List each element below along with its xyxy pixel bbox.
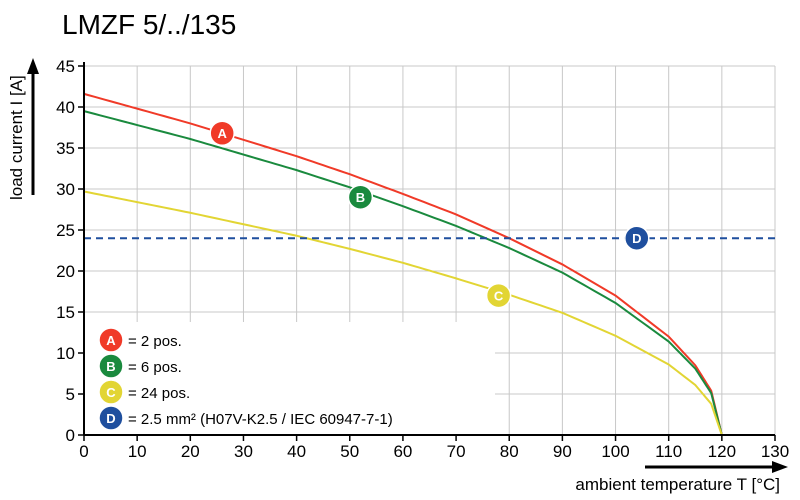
- marker-letter: A: [218, 126, 228, 141]
- legend-marker-B: B: [98, 353, 124, 379]
- y-tick-label: 40: [56, 98, 75, 117]
- x-tick-label: 80: [500, 442, 519, 461]
- marker-circle: [485, 282, 512, 309]
- legend-background: [85, 322, 495, 434]
- marker-circle: [98, 353, 124, 379]
- x-tick-label: 120: [708, 442, 736, 461]
- x-tick-label: 40: [287, 442, 306, 461]
- series-group: [83, 92, 775, 436]
- x-tick-label: 30: [234, 442, 253, 461]
- legend: A = 2 pos. B = 6 pos. C = 24 pos. D = 2.5 mm² (…: [98, 327, 393, 431]
- y-axis-label: load current I [A]: [7, 75, 26, 200]
- y-tick-label: 20: [56, 262, 75, 281]
- x-tick-label: 70: [447, 442, 466, 461]
- x-tick-label: 0: [79, 442, 88, 461]
- marker-letter: C: [494, 289, 504, 304]
- x-tick-label: 60: [393, 442, 412, 461]
- marker-circle: [209, 120, 235, 146]
- y-tick-label: 45: [56, 57, 75, 76]
- y-tick-label: 15: [56, 303, 75, 322]
- marker-A: A: [209, 120, 235, 146]
- marker-circle: [624, 225, 650, 251]
- series-line-B: [83, 110, 723, 436]
- marker-C: C: [485, 282, 512, 309]
- grid: [84, 65, 776, 435]
- series-line-C: [83, 190, 723, 436]
- x-tick-label: 110: [655, 442, 682, 461]
- marker-circle: [347, 184, 374, 210]
- marker-D: D: [624, 225, 650, 251]
- legend-label-C: = 24 pos.: [128, 385, 190, 402]
- marker-letter: A: [106, 333, 116, 348]
- y-tick-label: 25: [56, 221, 75, 240]
- marker-letter: B: [106, 359, 115, 374]
- x-tick-label: 10: [128, 442, 147, 461]
- marker-letter: C: [106, 385, 116, 400]
- marker-circle: [98, 327, 124, 353]
- legend-label-A: = 2 pos.: [128, 333, 182, 350]
- chart-title: LMZF 5/../135: [62, 9, 236, 40]
- legend-marker-C: C: [98, 379, 124, 405]
- legend-label-B: = 6 pos.: [128, 359, 182, 376]
- marker-circle: [98, 379, 124, 405]
- legend-marker-A: A: [98, 327, 124, 353]
- x-tick-label: 50: [340, 442, 359, 461]
- x-tick-label: 130: [761, 442, 789, 461]
- axes: 0 10 20 30 40 50 60 70 80 90 100 110 120 130 0 5 10 15 20 2…: [27, 57, 789, 473]
- x-tick-label: 100: [601, 442, 629, 461]
- x-tick-label: 20: [181, 442, 200, 461]
- x-tick-label: 90: [553, 442, 572, 461]
- legend-label-D: = 2.5 mm² (H07V-K2.5 / IEC 60947-7-1): [128, 411, 393, 428]
- y-tick-label: 10: [56, 344, 75, 363]
- series-line-A: [83, 92, 723, 436]
- marker-letter: B: [356, 190, 365, 205]
- marker-circle: [98, 405, 124, 431]
- marker-letter: D: [106, 411, 115, 426]
- y-tick-label: 35: [56, 139, 75, 158]
- y-tick-label: 30: [56, 180, 75, 199]
- marker-B: B: [347, 184, 374, 210]
- y-tick-label: 5: [66, 385, 75, 404]
- marker-letter: D: [632, 231, 641, 246]
- x-axis-label: ambient temperature T [°C]: [575, 475, 780, 494]
- y-tick-label: 0: [66, 426, 75, 445]
- y-axis-arrow-head: [27, 58, 39, 74]
- x-axis-arrow-head: [772, 461, 788, 473]
- legend-marker-D: D: [98, 405, 124, 431]
- markers: A B C D: [209, 120, 650, 309]
